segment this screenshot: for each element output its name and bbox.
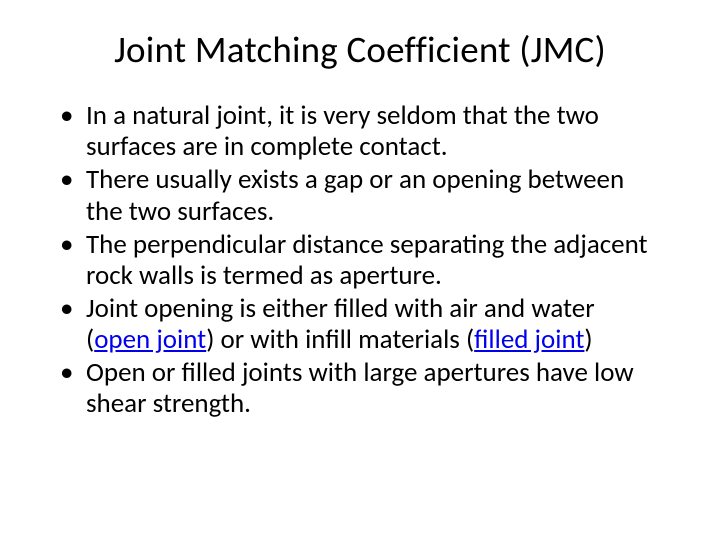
bullet-item: In a natural joint, it is very seldom th… xyxy=(56,100,664,162)
bullet-item: Open or filled joints with large apertur… xyxy=(56,357,664,419)
bullet-list: In a natural joint, it is very seldom th… xyxy=(56,100,664,418)
bullet-item: Joint opening is either filled with air … xyxy=(56,293,664,355)
bullet-text-post: ) xyxy=(584,323,592,356)
bullet-text: There usually exists a gap or an opening… xyxy=(86,163,624,227)
bullet-text: The perpendicular distance separating th… xyxy=(86,228,648,292)
bullet-text: In a natural joint, it is very seldom th… xyxy=(86,99,599,163)
bullet-text-mid: ) or with infill materials ( xyxy=(206,323,474,356)
slide: Joint Matching Coefficient (JMC) In a na… xyxy=(0,0,720,540)
slide-title: Joint Matching Coefficient (JMC) xyxy=(56,28,664,72)
bullet-item: The perpendicular distance separating th… xyxy=(56,229,664,291)
bullet-item: There usually exists a gap or an opening… xyxy=(56,164,664,226)
link-open-joint[interactable]: open joint xyxy=(94,323,206,356)
link-filled-joint[interactable]: filled joint xyxy=(474,323,584,356)
bullet-text: Open or filled joints with large apertur… xyxy=(86,356,634,420)
